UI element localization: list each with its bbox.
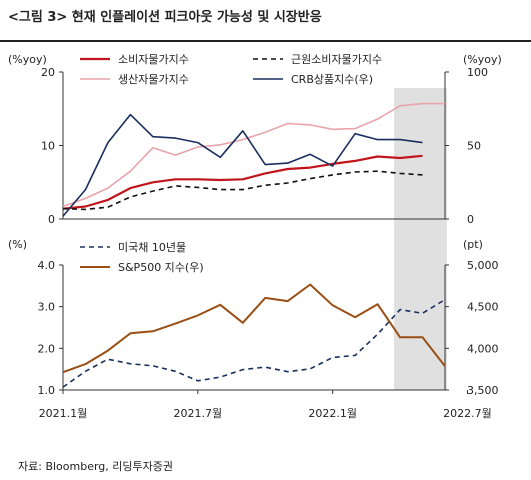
x-tick-label: 2021.1월 bbox=[39, 407, 88, 420]
left-axis-unit: (%yoy) bbox=[8, 53, 47, 66]
left-tick-label: 2.0 bbox=[38, 342, 56, 355]
right-tick-label: 3,500 bbox=[467, 384, 499, 397]
left-tick-label: 0 bbox=[48, 213, 55, 226]
x-tick-label: 2021.7월 bbox=[174, 407, 223, 420]
left-tick-label: 10 bbox=[41, 140, 55, 153]
legend-label: 소비자물가지수 bbox=[118, 53, 189, 66]
right-tick-label: 0 bbox=[467, 213, 474, 226]
title-rule bbox=[0, 40, 531, 42]
series-line-0-2 bbox=[62, 102, 445, 208]
right-axis-unit: (%yoy) bbox=[463, 53, 502, 66]
series-line-0-0 bbox=[62, 154, 423, 210]
source-note: 자료: Bloomberg, 리딩투자증권 bbox=[18, 460, 173, 473]
legend-label: CRB상품지수(우) bbox=[291, 73, 373, 86]
right-tick-label: 5,000 bbox=[467, 259, 499, 272]
figure-title: <그림 3> 현재 인플레이션 피크아웃 가능성 및 시장반응 bbox=[8, 10, 322, 25]
left-tick-label: 4.0 bbox=[38, 259, 56, 272]
highlight-band bbox=[394, 88, 447, 390]
right-tick-label: 50 bbox=[467, 140, 481, 153]
legend-label: S&P500 지수(우) bbox=[118, 261, 204, 274]
x-tick-label: 2022.1월 bbox=[308, 407, 357, 420]
left-axis-unit: (%) bbox=[8, 238, 27, 251]
series-line-0-3 bbox=[62, 113, 423, 217]
left-tick-label: 1.0 bbox=[38, 384, 56, 397]
right-tick-label: 4,500 bbox=[467, 301, 499, 314]
left-tick-label: 3.0 bbox=[38, 301, 56, 314]
series-line-0-1 bbox=[62, 170, 423, 211]
legend-label: 근원소비자물가지수 bbox=[291, 53, 382, 66]
right-tick-label: 100 bbox=[467, 66, 488, 79]
left-tick-label: 20 bbox=[41, 66, 55, 79]
legend-label: 생산자물가지수 bbox=[118, 73, 189, 86]
series-line-1-1 bbox=[62, 283, 446, 374]
x-tick-label: 2022.7월 bbox=[443, 407, 492, 420]
series-line-1-0 bbox=[62, 298, 446, 388]
series-lines bbox=[62, 102, 446, 388]
right-tick-label: 4,000 bbox=[467, 342, 499, 355]
right-axis-unit: (pt) bbox=[463, 238, 483, 251]
legend-label: 미국채 10년물 bbox=[118, 241, 186, 254]
